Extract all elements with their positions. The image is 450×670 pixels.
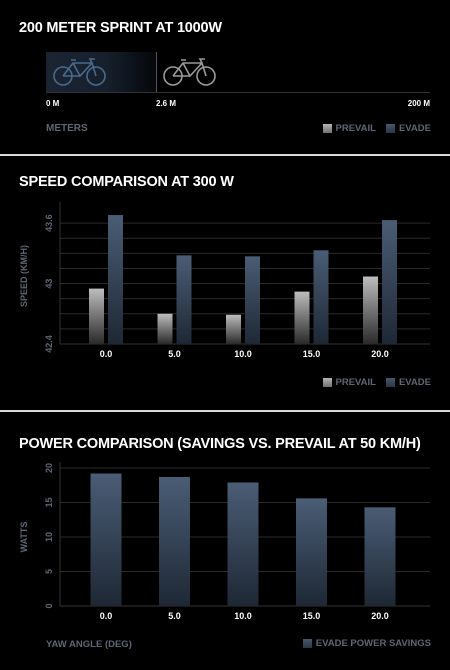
evade-bike-icon [53, 58, 106, 86]
legend-prevail: PREVAIL [322, 377, 376, 388]
legend-evade-savings: EVADE POWER SAVINGS [302, 638, 431, 649]
x-tick-label: 10.0 [234, 611, 252, 621]
sprint-legend: PREVAIL EVADE [322, 123, 431, 134]
bar-evade [108, 215, 123, 344]
bar-evade [382, 220, 397, 344]
y-tick-label: 42.4 [44, 335, 54, 353]
bar-evade [313, 250, 329, 344]
legend-evade: EVADE [385, 377, 431, 388]
sprint-axis-label: METERS [46, 123, 88, 134]
y-tick-label: 15 [44, 497, 54, 507]
bar-prevail [89, 288, 104, 344]
evade-swatch [385, 124, 395, 133]
bar-evade-power-savings [364, 507, 396, 606]
y-tick-label: 20 [44, 463, 54, 473]
y-axis-label: WATTS [19, 522, 29, 553]
evade-swatch [385, 378, 395, 387]
sprint-title: 200 METER SPRINT AT 1000W [19, 20, 222, 36]
marker-end: 200 M [407, 99, 430, 108]
divider-1 [0, 154, 450, 156]
power-legend: EVADE POWER SAVINGS [302, 638, 431, 649]
track-baseline [46, 92, 430, 93]
y-axis-label: SPEED (KM/H) [19, 245, 29, 307]
bar-evade-power-savings [227, 482, 259, 606]
x-tick-label: 5.0 [168, 611, 181, 621]
prevail-bike-icon [163, 58, 216, 86]
speed-title: SPEED COMPARISON AT 300 W [19, 174, 234, 190]
prevail-swatch [322, 124, 332, 133]
finish-line [156, 52, 157, 92]
legend-evade: EVADE [385, 123, 431, 134]
bar-evade-power-savings [296, 498, 327, 606]
x-tick-label: 0.0 [100, 611, 113, 621]
x-tick-label: 15.0 [303, 349, 321, 359]
bar-evade-power-savings [159, 476, 190, 606]
legend-evade-savings-label: EVADE POWER SAVINGS [315, 638, 431, 649]
bar-evade [245, 256, 260, 344]
legend-evade-label: EVADE [398, 377, 431, 388]
y-tick-label: 10 [44, 532, 54, 542]
bar-evade [176, 255, 192, 344]
power-section: POWER COMPARISON (SAVINGS VS. PREVAIL AT… [0, 412, 450, 670]
bar-evade-power-savings [90, 473, 122, 606]
bar-prevail [157, 313, 173, 344]
evade-swatch [302, 639, 312, 648]
speed-chart: 42.4 43 43.6 SPEED (KM/H) 0.0 5.0 10.0 15.0 20.0… [19, 202, 430, 359]
bar-prevail [294, 291, 310, 344]
bar-prevail [226, 314, 241, 344]
x-axis-label: YAW ANGLE (DEG) [46, 639, 132, 650]
x-tick-label: 0.0 [100, 349, 113, 359]
x-tick-label: 5.0 [168, 349, 181, 359]
power-chart: 0 5 10 15 20 WATTS 0.0 5.0 10.0 15.0 20.0 YAW ANGLE… [19, 462, 430, 650]
x-tick-label: 20.0 [371, 349, 389, 359]
power-title: POWER COMPARISON (SAVINGS VS. PREVAIL AT… [19, 436, 421, 452]
legend-evade-label: EVADE [398, 123, 431, 134]
marker-start: 0 M [46, 99, 60, 108]
speed-section: SPEED COMPARISON AT 300 W 42.4 43 43.6 SPEE… [0, 156, 450, 410]
prevail-swatch [322, 378, 332, 387]
x-tick-label: 15.0 [303, 611, 321, 621]
bar-prevail [363, 276, 378, 344]
marker-gap: 2.6 M [156, 99, 177, 108]
speed-legend: PREVAIL EVADE [322, 377, 431, 388]
y-tick-label: 0 [44, 603, 54, 608]
y-tick-label: 43.6 [44, 214, 54, 232]
legend-prevail: PREVAIL [322, 123, 376, 134]
x-tick-label: 10.0 [234, 349, 252, 359]
legend-prevail-label: PREVAIL [335, 377, 376, 388]
sprint-section: 200 METER SPRINT AT 1000W 0 M 2.6 M 200 … [0, 0, 450, 155]
x-tick-label: 20.0 [371, 611, 389, 621]
legend-prevail-label: PREVAIL [335, 123, 376, 134]
y-tick-label: 43 [44, 279, 54, 289]
y-tick-label: 5 [44, 569, 54, 574]
divider-2 [0, 410, 450, 412]
